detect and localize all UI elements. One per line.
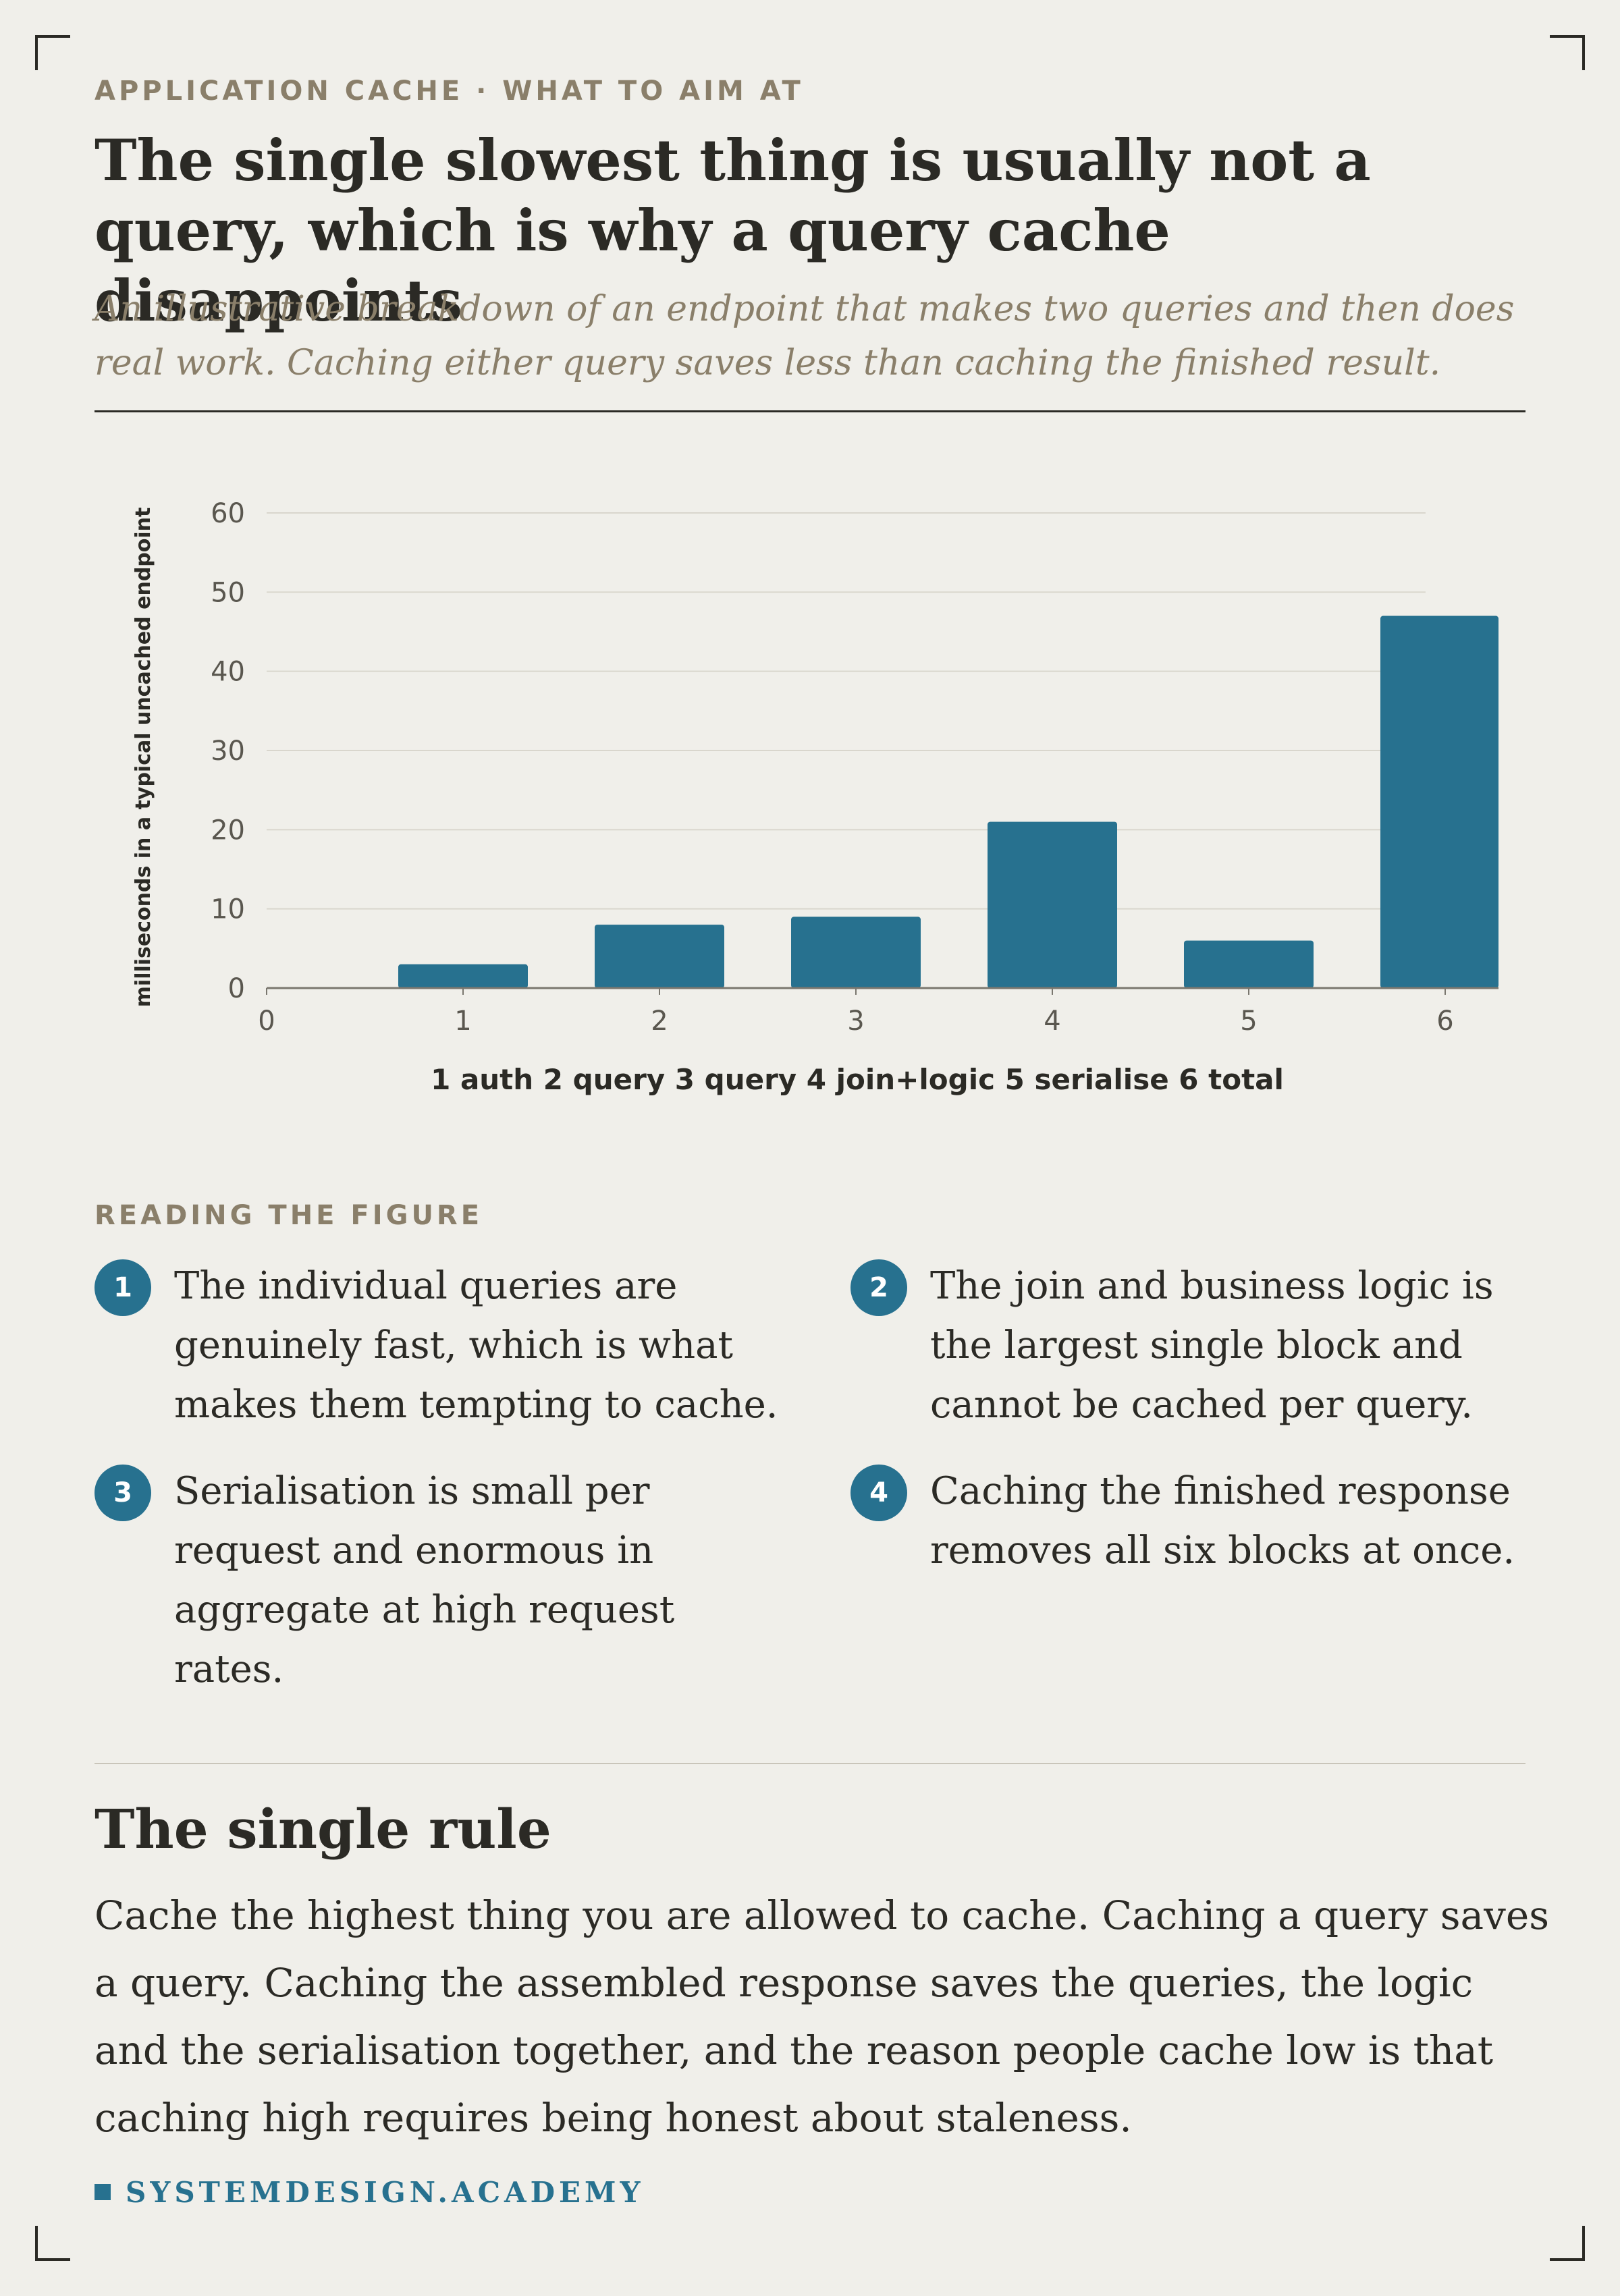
x-tick-label: 0 (258, 1006, 275, 1037)
y-tick-label: 50 (211, 577, 245, 608)
crop-mark-top-left (35, 35, 70, 70)
x-tick-label: 3 (847, 1006, 864, 1037)
section-divider (94, 1763, 1526, 1764)
chart-gridlines (267, 512, 1426, 910)
header-divider (94, 410, 1526, 412)
y-tick-label: 40 (211, 657, 245, 688)
y-tick-label: 30 (211, 736, 245, 767)
crop-mark-bottom-left (35, 2226, 70, 2261)
note-text: Caching the finished response removes al… (930, 1469, 1515, 1573)
note-number-badge: 4 (850, 1465, 907, 1521)
bar (595, 925, 724, 988)
note-number-badge: 3 (94, 1465, 151, 1521)
x-tick-label: 2 (651, 1006, 668, 1037)
crop-mark-bottom-right (1550, 2226, 1585, 2261)
reading-section-label: READING THE FIGURE (94, 1200, 483, 1231)
crop-mark-top-right (1550, 35, 1585, 70)
bar (1184, 940, 1314, 988)
page-title: The single slowest thing is usually not … (94, 127, 1371, 334)
chart-y-ticks: 0 10 20 30 40 50 60 (211, 498, 245, 1004)
note-number-badge: 1 (94, 1259, 151, 1316)
chart-y-axis-label: milliseconds in a typical uncached endpo… (132, 508, 155, 1008)
note-text: The individual queries are genuinely fas… (174, 1264, 778, 1427)
page-subtitle: An illustrative breakdown of an endpoint… (94, 289, 1515, 383)
y-tick-label: 0 (228, 973, 245, 1004)
rule-body-text: Cache the highest thing you are allowed … (94, 1892, 1549, 2141)
x-tick-label: 1 (454, 1006, 471, 1037)
note-text: Serialisation is small per request and e… (174, 1469, 675, 1691)
rule-heading: The single rule (94, 1797, 551, 1861)
eyebrow: APPLICATION CACHE · WHAT TO AIM AT (94, 76, 804, 107)
y-tick-label: 60 (211, 498, 245, 529)
chart-x-axis-label: 1 auth 2 query 3 query 4 join+logic 5 se… (431, 1063, 1284, 1096)
note-text: The join and business logic is the large… (930, 1264, 1494, 1427)
y-tick-label: 20 (211, 815, 245, 846)
brand-square-icon (94, 2184, 111, 2200)
note-number-badge: 2 (850, 1259, 907, 1316)
bar (988, 821, 1117, 988)
y-tick-label: 10 (211, 894, 245, 925)
chart-x-ticks: 0 1 2 3 4 5 6 (258, 1006, 1453, 1037)
chart-bars (398, 616, 1498, 988)
bar (398, 964, 528, 988)
bar (1380, 616, 1498, 988)
chart-axes (266, 987, 1498, 995)
x-tick-label: 5 (1240, 1006, 1257, 1037)
footer: SYSTEMDESIGN.ACADEMY (94, 2175, 645, 2210)
x-tick-label: 4 (1044, 1006, 1060, 1037)
x-tick-label: 6 (1436, 1006, 1453, 1037)
bar-chart: 0 10 20 30 40 50 60 0 1 2 3 4 5 6 milliseconds in a … (132, 498, 1498, 1096)
brand-link[interactable]: SYSTEMDESIGN.ACADEMY (126, 2175, 645, 2209)
bar (791, 917, 921, 988)
